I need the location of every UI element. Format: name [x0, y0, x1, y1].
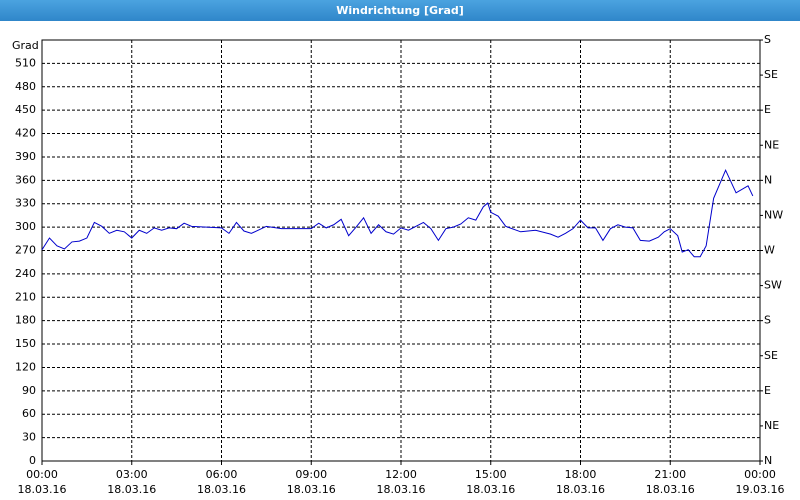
y-tick-label: 360: [15, 173, 36, 186]
y2-tick-label: NE: [764, 138, 779, 151]
y2-tick-label: SW: [764, 279, 782, 292]
y-tick-label: 390: [15, 150, 36, 163]
y2-tick-label: NW: [764, 208, 783, 221]
x-tick-date: 18.03.16: [377, 483, 426, 496]
y-tick-label: 210: [15, 290, 36, 303]
x-tick-label: 06:00: [206, 468, 238, 481]
x-tick-date: 19.03.16: [736, 483, 785, 496]
y-tick-label: 0: [29, 454, 36, 467]
y-tick-label: 180: [15, 314, 36, 327]
data-line: [41, 168, 754, 258]
y-tick-label: 270: [15, 244, 36, 257]
title-bar: [0, 0, 800, 21]
y2-tick-label: N: [764, 454, 772, 467]
y-tick-label: 330: [15, 197, 36, 210]
y2-tick-label: SE: [764, 68, 778, 81]
x-tick-date: 18.03.16: [18, 483, 67, 496]
x-tick-date: 18.03.16: [107, 483, 156, 496]
x-tick-label: 18:00: [565, 468, 597, 481]
x-tick-label: 00:00: [744, 468, 776, 481]
y2-tick-label: E: [764, 384, 771, 397]
y-tick-label: 480: [15, 80, 36, 93]
y2-tick-label: S: [764, 33, 771, 46]
y-tick-label: 60: [22, 407, 36, 420]
y-tick-label: 240: [15, 267, 36, 280]
x-tick-label: 03:00: [116, 468, 148, 481]
x-tick-date: 18.03.16: [646, 483, 695, 496]
x-tick-date: 18.03.16: [287, 483, 336, 496]
y-tick-label: 510: [15, 56, 36, 69]
y-tick-label: 450: [15, 103, 36, 116]
y2-tick-label: N: [764, 173, 772, 186]
y-tick-label: 420: [15, 127, 36, 140]
y-tick-label: 30: [22, 431, 36, 444]
y2-tick-label: E: [764, 103, 771, 116]
x-tick-date: 18.03.16: [197, 483, 246, 496]
y2-tick-label: W: [764, 244, 775, 257]
x-tick-date: 18.03.16: [556, 483, 605, 496]
y-axis-label: Grad: [12, 39, 39, 52]
x-tick-label: 09:00: [295, 468, 327, 481]
x-tick-label: 12:00: [385, 468, 417, 481]
x-tick-label: 21:00: [654, 468, 686, 481]
y-tick-label: 90: [22, 384, 36, 397]
y2-tick-label: NE: [764, 419, 779, 432]
x-tick-label: 00:00: [26, 468, 58, 481]
chart-title: Windrichtung [Grad]: [336, 4, 464, 17]
y-tick-label: 150: [15, 337, 36, 350]
x-tick-label: 15:00: [475, 468, 507, 481]
y2-tick-label: S: [764, 314, 771, 327]
x-tick-date: 18.03.16: [466, 483, 515, 496]
y-tick-label: 300: [15, 220, 36, 233]
y2-tick-label: SE: [764, 349, 778, 362]
y-tick-label: 120: [15, 360, 36, 373]
